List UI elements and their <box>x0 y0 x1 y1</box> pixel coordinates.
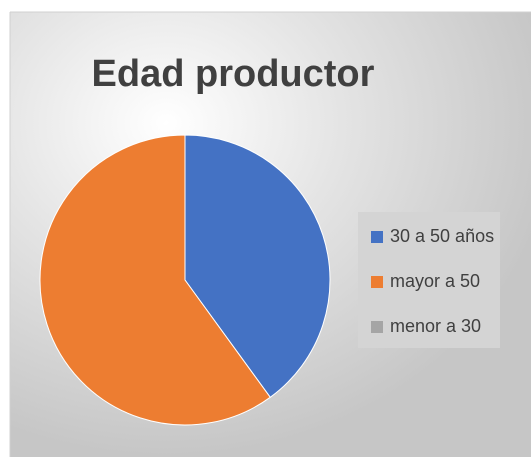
legend-swatch <box>371 231 383 243</box>
legend-label: menor a 30 <box>390 316 481 336</box>
pie-slice <box>39 134 271 426</box>
legend-label: 30 a 50 años <box>390 226 494 246</box>
legend-label: mayor a 50 <box>390 271 480 291</box>
legend-swatch <box>371 321 383 333</box>
pie-slice <box>184 134 331 399</box>
chart-title: Edad productor <box>92 53 375 95</box>
legend-swatch <box>371 276 383 288</box>
